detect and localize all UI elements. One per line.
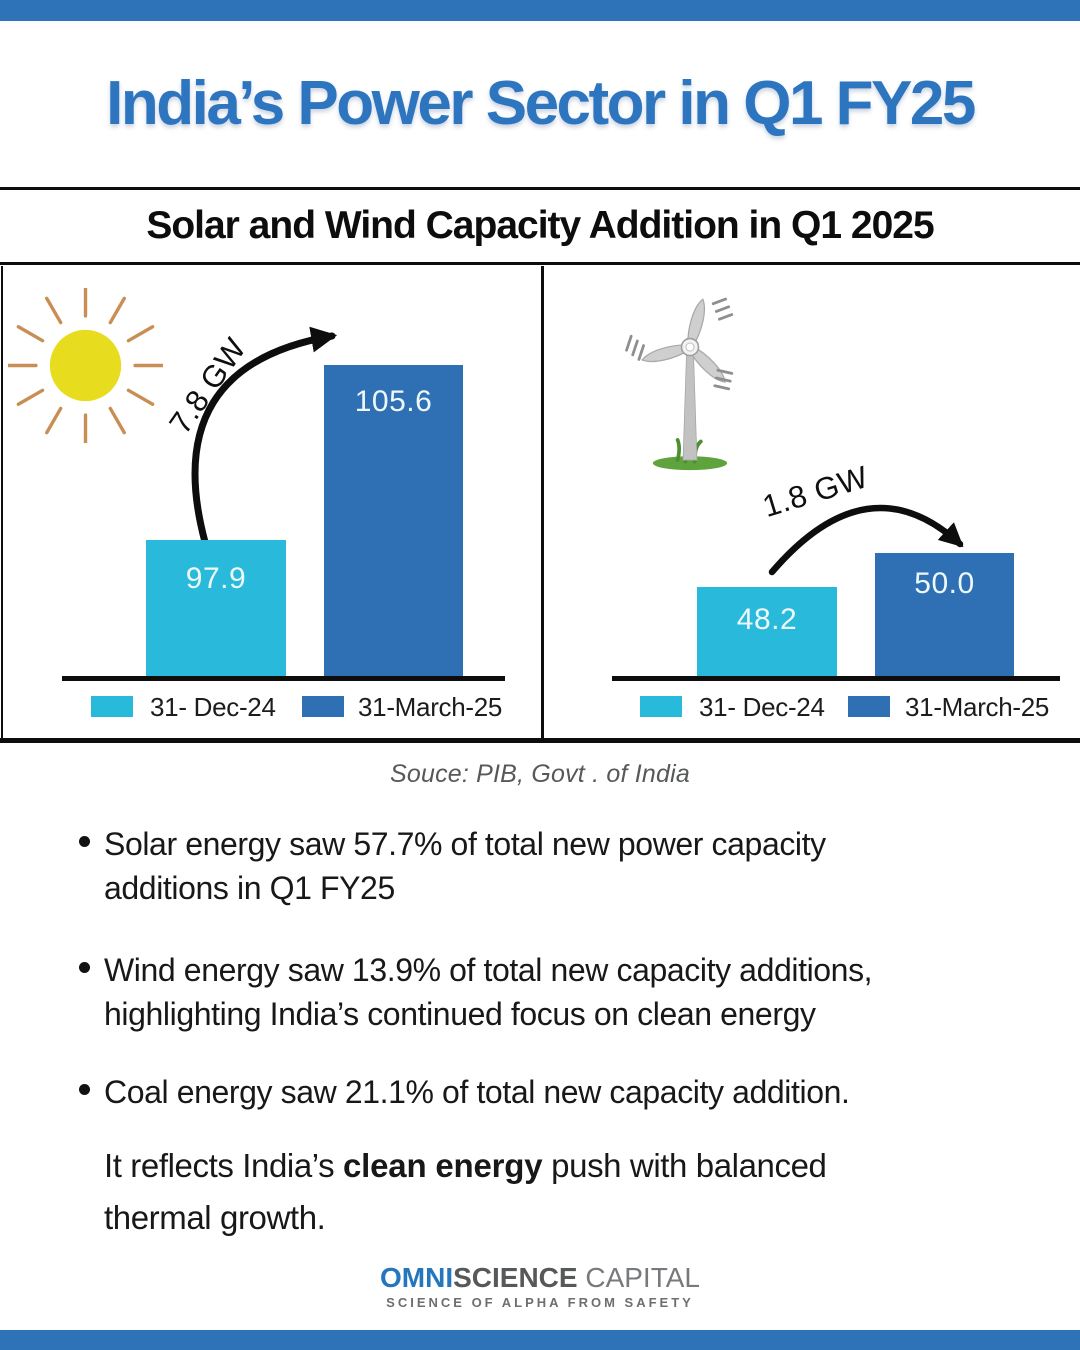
- solar-growth-label: 7.8 GW: [162, 331, 253, 441]
- chart-panel-divider: [541, 266, 544, 738]
- logo-tagline: SCIENCE OF ALPHA FROM SAFETY: [386, 1295, 694, 1310]
- chart-section-title: Solar and Wind Capacity Addition in Q1 2…: [146, 204, 934, 247]
- solar-x-axis: [62, 676, 505, 681]
- logo-science: SCIENCE: [453, 1262, 578, 1293]
- wind-legend-mar-label: 31-March-25: [905, 692, 1050, 722]
- logo-capital: CAPITAL: [577, 1262, 700, 1293]
- solar-legend-dec-label: 31- Dec-24: [150, 692, 276, 722]
- solar-mar-bar: 105.6: [324, 365, 463, 676]
- bullet-coal: Coal energy saw 21.1% of total new capac…: [104, 1074, 850, 1110]
- wind-legend-mar-swatch: [848, 696, 890, 717]
- wind-legend-dec-swatch: [640, 696, 682, 717]
- section-divider-top: [0, 187, 1080, 190]
- company-logo: OMNISCIENCE CAPITAL: [0, 1262, 1080, 1294]
- bullet-dot: [79, 962, 90, 973]
- bullet-wind: Wind energy saw 13.9% of total new capac…: [104, 952, 873, 1032]
- closing-line-1: It reflects India’s clean energy push wi…: [104, 1140, 1004, 1192]
- page-title: India’s Power Sector in Q1 FY25: [106, 69, 976, 138]
- chart-left-border: [1, 266, 3, 738]
- solar-dec-value: 97.9: [185, 562, 247, 595]
- closing-bold-phrase: clean energy: [343, 1147, 543, 1184]
- section-divider-bottom: [0, 738, 1080, 743]
- closing-statement: It reflects India’s clean energy push wi…: [104, 1140, 1004, 1244]
- closing-line-2: thermal growth.: [104, 1199, 326, 1236]
- wind-dec-value: 48.2: [736, 603, 798, 636]
- solar-dec-bar: 97.9: [146, 540, 286, 676]
- solar-legend-dec-swatch: [91, 696, 133, 717]
- wind-mar-bar: 50.0: [875, 553, 1014, 676]
- solar-legend-mar-swatch: [302, 696, 344, 717]
- solar-legend-mar-label: 31-March-25: [358, 692, 503, 722]
- closing-prefix: It reflects India’s: [104, 1147, 344, 1184]
- bullet-dot: [79, 1084, 90, 1095]
- source-note: Souce: PIB, Govt . of India: [389, 760, 690, 788]
- logo-omni: OMNI: [380, 1262, 454, 1293]
- solar-mar-value: 105.6: [354, 385, 433, 418]
- wind-mar-value: 50.0: [914, 567, 975, 600]
- sun-icon: [8, 288, 163, 443]
- section-divider-mid: [0, 262, 1080, 265]
- top-accent-bar: [0, 0, 1080, 21]
- wind-x-axis: [612, 676, 1060, 681]
- bullet-solar: Solar energy saw 57.7% of total new powe…: [104, 826, 826, 906]
- bottom-accent-bar: [0, 1330, 1080, 1350]
- wind-legend-dec-label: 31- Dec-24: [699, 692, 825, 722]
- bullet-dot: [79, 836, 90, 847]
- closing-suffix: push with balanced: [542, 1147, 827, 1184]
- wind-turbine-icon: [625, 297, 734, 471]
- wind-dec-bar: 48.2: [697, 587, 837, 676]
